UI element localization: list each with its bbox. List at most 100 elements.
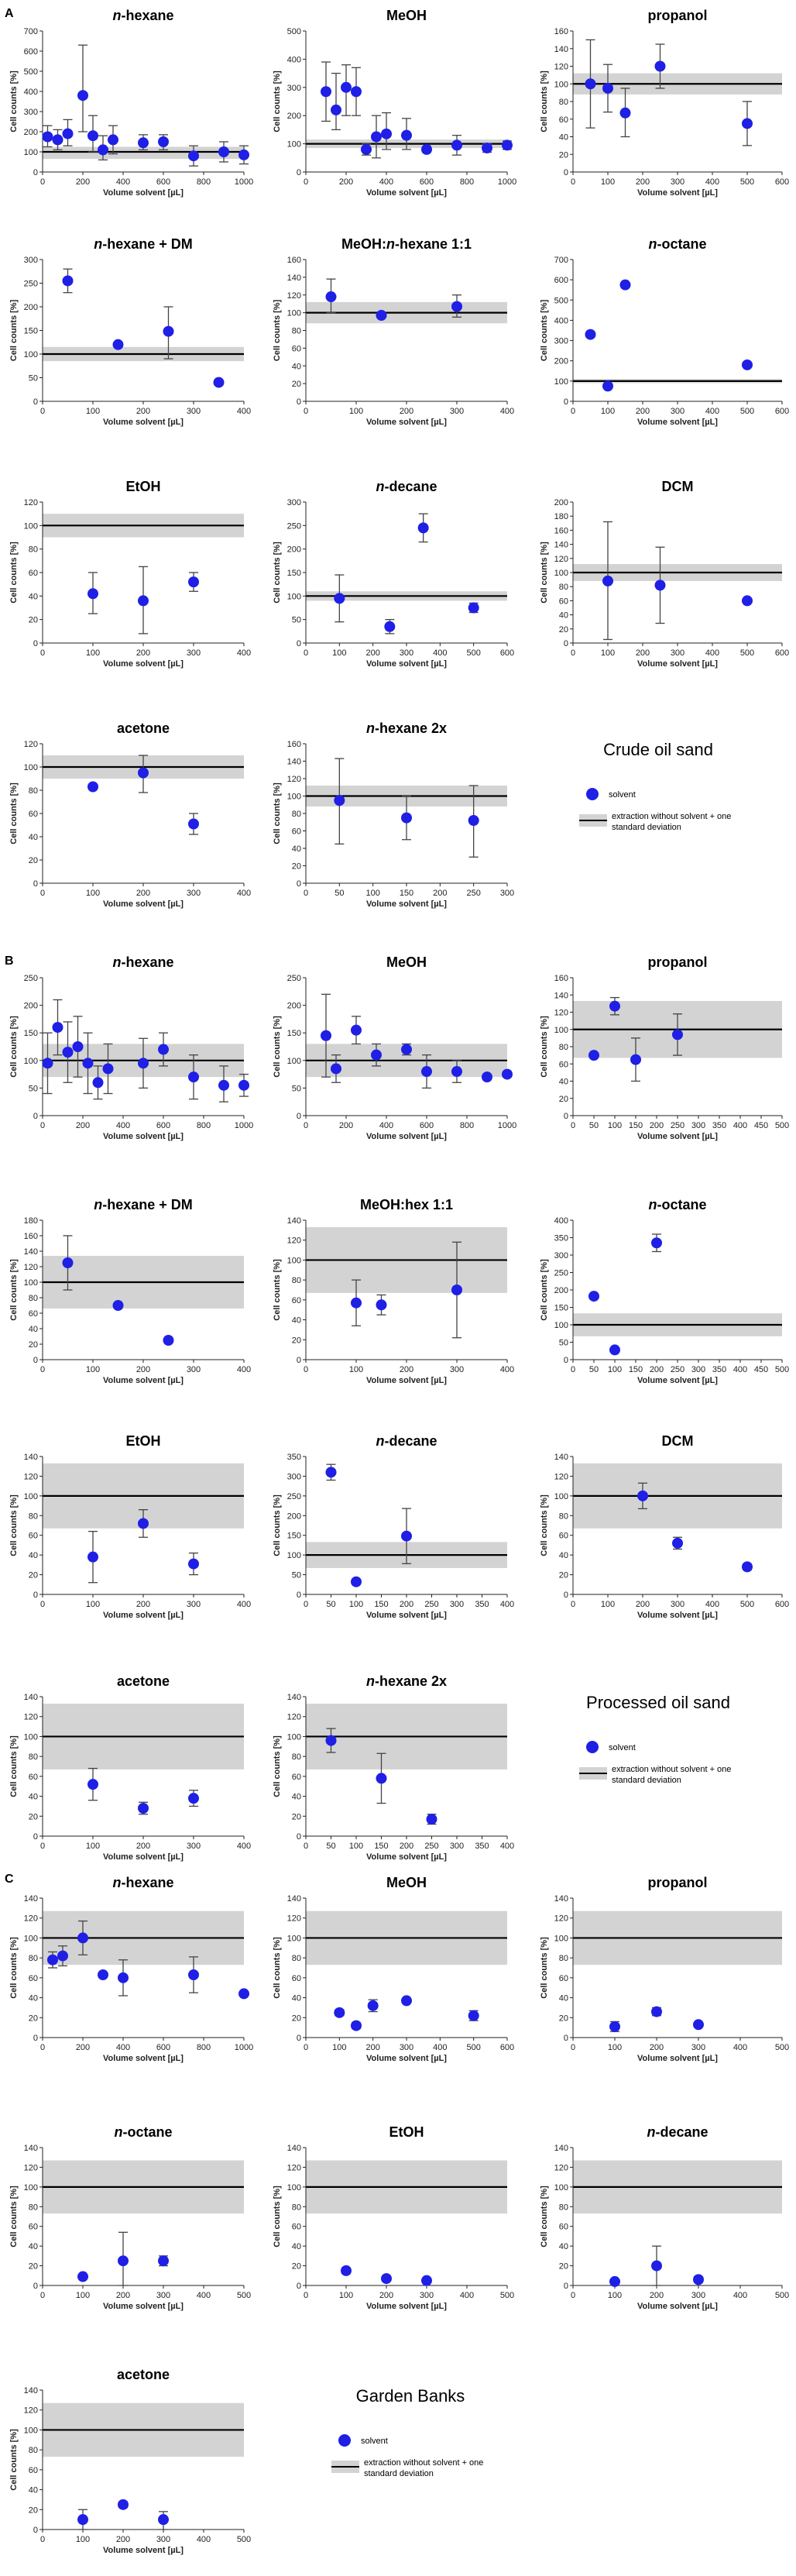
x-tick-label: 0: [304, 648, 308, 658]
y-tick-label: 40: [29, 1325, 38, 1334]
x-tick-label: 0: [40, 1121, 45, 1130]
y-tick-label: 80: [29, 1752, 38, 1762]
subplot-n-decane: n-decane 0 20 40 60 80 100 120 140 0 100 200 300 400 5…: [540, 2124, 789, 2311]
x-tick-label: 500: [775, 2043, 789, 2052]
x-tick-label: 1000: [235, 2043, 253, 2052]
data-point: [468, 2010, 479, 2021]
y-tick-label: 40: [559, 1551, 568, 1560]
data-point: [87, 781, 98, 793]
x-tick-label: 400: [237, 407, 251, 416]
x-tick-label: 200: [136, 407, 150, 416]
y-tick-label: 150: [287, 569, 301, 578]
x-tick-label: 300: [450, 1842, 464, 1851]
y-tick-label: 0: [564, 397, 568, 407]
data-point: [451, 139, 462, 151]
y-tick-label: 120: [287, 1713, 301, 1722]
x-tick-label: 1000: [498, 177, 516, 187]
data-point: [351, 1297, 362, 1309]
y-tick-label: 50: [292, 616, 301, 625]
y-tick-label: 80: [29, 545, 38, 555]
y-tick-label: 60: [29, 810, 38, 819]
x-tick-label: 200: [636, 648, 650, 658]
x-tick-label: 50: [589, 1121, 599, 1130]
x-tick-label: 50: [335, 889, 344, 898]
y-axis-label: Cell counts [%]: [540, 1937, 549, 1999]
x-tick-label: 400: [197, 2535, 211, 2544]
y-tick-label: 120: [554, 1914, 568, 1924]
subplot-n-octane: n-octane 0 50 100 150 200 250 300 350 400 0 50 100 15…: [540, 1197, 789, 1385]
y-tick-label: 20: [559, 1095, 568, 1104]
y-tick-label: 100: [554, 1321, 568, 1330]
data-point: [87, 1551, 98, 1563]
subplot-title: propanol: [648, 954, 708, 970]
x-tick-label: 400: [237, 648, 251, 658]
y-tick-label: 20: [559, 1571, 568, 1580]
x-tick-label: 0: [304, 2043, 308, 2052]
x-tick-label: 0: [571, 1121, 575, 1130]
data-point: [218, 1079, 229, 1091]
x-tick-label: 600: [156, 2043, 170, 2052]
x-tick-label: 300: [156, 2535, 170, 2544]
y-tick-label: 0: [297, 2034, 301, 2043]
y-tick-label: 350: [554, 1234, 568, 1243]
x-tick-label: 400: [433, 648, 447, 658]
x-axis-label: Volume solvent [µL]: [637, 659, 718, 669]
y-tick-label: 250: [24, 280, 38, 289]
data-point: [52, 134, 63, 146]
y-axis-label: Cell counts [%]: [273, 1016, 282, 1078]
data-point: [188, 576, 199, 588]
data-point: [401, 812, 412, 824]
x-tick-label: 0: [40, 177, 45, 187]
y-tick-label: 80: [292, 2203, 301, 2212]
data-point: [118, 1972, 129, 1983]
x-tick-label: 100: [349, 1365, 363, 1374]
x-tick-label: 300: [671, 177, 684, 187]
x-tick-label: 800: [460, 177, 474, 187]
x-tick-label: 450: [754, 1365, 768, 1374]
data-point: [321, 1030, 331, 1041]
data-point: [163, 1335, 174, 1346]
legend-point-label: solvent: [609, 1743, 636, 1752]
y-tick-label: 60: [559, 597, 568, 606]
legend-band-label-2: standard deviation: [612, 823, 681, 832]
x-tick-label: 200: [400, 1842, 413, 1851]
x-tick-label: 100: [349, 1842, 363, 1851]
subplot-meoh: MeOH 0 20 40 60 80 100 120 140 0 100 200 300 400 500 60…: [273, 1875, 514, 2063]
x-tick-label: 100: [86, 889, 100, 898]
data-point: [188, 1793, 199, 1804]
data-point: [325, 1467, 337, 1478]
y-tick-label: 350: [287, 1453, 301, 1462]
data-point: [138, 767, 149, 779]
data-point: [351, 2020, 362, 2031]
x-axis-label: Volume solvent [µL]: [637, 418, 718, 427]
x-tick-label: 600: [156, 177, 170, 187]
y-tick-label: 80: [292, 327, 301, 336]
x-tick-label: 50: [326, 1600, 335, 1609]
y-tick-label: 40: [29, 592, 38, 601]
subplot-title: n-hexane 2x: [366, 721, 447, 736]
y-tick-label: 200: [554, 357, 568, 366]
subplot-title: acetone: [117, 2367, 170, 2382]
y-tick-label: 20: [29, 856, 38, 865]
y-axis-label: Cell counts [%]: [540, 71, 549, 132]
subplot-dcm: DCM 0 20 40 60 80 100 120 140 0 100 200 300 400 500 600…: [540, 1433, 789, 1620]
x-axis-label: Volume solvent [µL]: [366, 2302, 447, 2311]
y-tick-label: 100: [554, 1934, 568, 1943]
y-axis-label: Cell counts [%]: [9, 1016, 19, 1078]
x-tick-label: 100: [76, 2535, 90, 2544]
subplot-title: propanol: [648, 8, 708, 23]
y-axis-label: Cell counts [%]: [273, 1259, 282, 1321]
y-tick-label: 180: [554, 512, 568, 521]
y-tick-label: 250: [287, 521, 301, 531]
subplot-meoh-n-hexane-1-1: MeOH:n-hexane 1:1 0 20 40 60 80 100 120 140 160 0 1…: [273, 236, 514, 427]
x-tick-label: 100: [349, 407, 363, 416]
y-tick-label: 80: [559, 98, 568, 107]
y-tick-label: 80: [29, 2203, 38, 2212]
data-point: [742, 595, 753, 607]
x-tick-label: 400: [197, 2291, 211, 2300]
x-tick-label: 600: [500, 648, 514, 658]
subplot-acetone: acetone 0 20 40 60 80 100 120 140 0 100 200 300 400 50…: [9, 2367, 251, 2555]
x-tick-label: 100: [76, 2291, 90, 2300]
subplot-title: n-hexane + DM: [94, 1197, 193, 1212]
y-tick-label: 140: [554, 45, 568, 54]
